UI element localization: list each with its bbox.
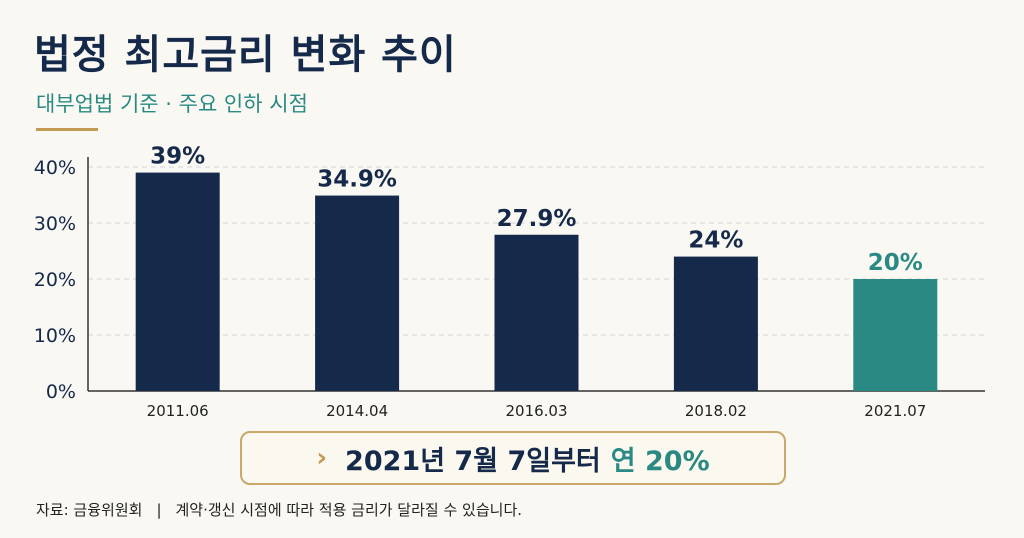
- footnote: 자료: 금융위원회 | 계약·갱신 시점에 따라 적용 금리가 달라질 수 있습니다…: [36, 499, 522, 520]
- footnote-separator: |: [156, 501, 162, 519]
- bar-value-label: 24%: [688, 228, 743, 254]
- chart-title: 법정 최고금리 변화 추이: [34, 32, 457, 78]
- x-tick-label: 2021.07: [864, 402, 926, 420]
- bar: [853, 279, 938, 391]
- chart-subtitle: 대부업법 기준 · 주요 인하 시점: [36, 92, 308, 116]
- x-tick-label: 2014.04: [326, 402, 388, 420]
- bar-value-label: 39%: [150, 144, 205, 170]
- y-tick-label: 0%: [46, 381, 76, 403]
- bar-value-label: 20%: [868, 250, 923, 276]
- bar-value-label: 34.9%: [317, 167, 397, 193]
- x-tick-label: 2018.02: [685, 402, 747, 420]
- y-tick-label: 10%: [34, 325, 76, 347]
- chevron-right-icon: ›: [316, 443, 328, 473]
- y-tick-label: 40%: [34, 157, 76, 179]
- x-tick-label: 2011.06: [147, 402, 209, 420]
- y-tick-label: 30%: [34, 213, 76, 235]
- bar: [135, 172, 220, 391]
- y-tick-label: 20%: [34, 269, 76, 291]
- bar: [494, 234, 579, 391]
- callout-highlight: 연 20%: [610, 445, 710, 477]
- footnote-note: 계약·갱신 시점에 따라 적용 금리가 달라질 수 있습니다.: [175, 501, 523, 519]
- footnote-source: 자료: 금융위원회: [36, 501, 143, 519]
- bar: [315, 195, 400, 391]
- effective-date-callout: › 2021년 7월 7일부터 연 20%: [240, 431, 786, 485]
- bar-value-label: 27.9%: [497, 206, 577, 232]
- accent-divider: [36, 128, 98, 131]
- bar: [673, 256, 758, 391]
- callout-text: 2021년 7월 7일부터: [345, 445, 601, 477]
- x-tick-label: 2016.03: [505, 402, 567, 420]
